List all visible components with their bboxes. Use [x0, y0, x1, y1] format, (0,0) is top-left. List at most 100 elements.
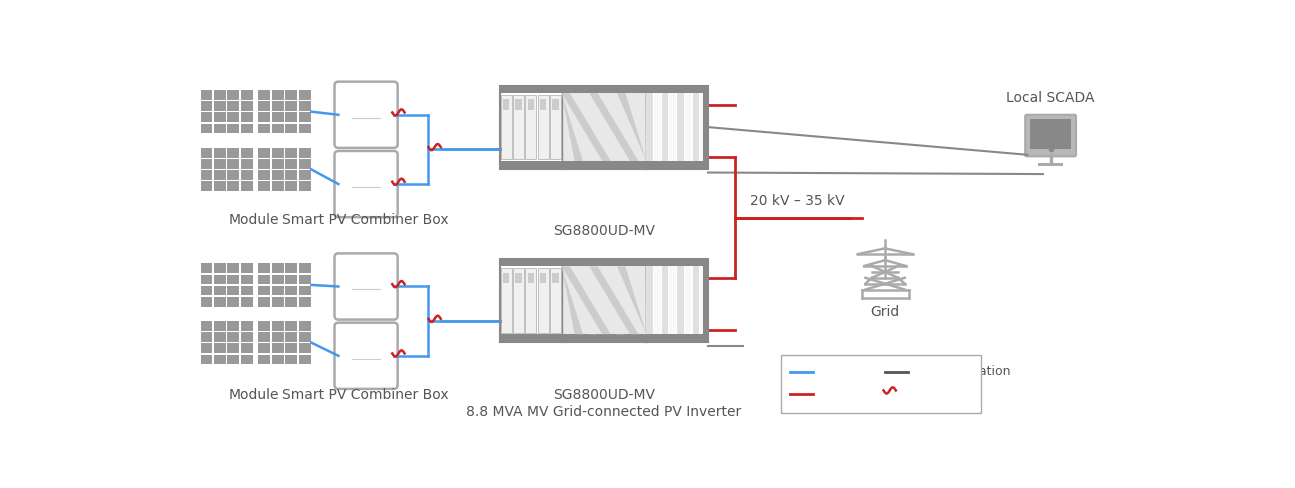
- Bar: [241, 182, 253, 191]
- Bar: [550, 268, 561, 333]
- Bar: [550, 95, 561, 160]
- Polygon shape: [645, 266, 646, 334]
- Bar: [258, 102, 271, 111]
- Bar: [258, 297, 271, 306]
- Bar: [703, 85, 708, 169]
- Bar: [553, 100, 558, 110]
- Bar: [285, 355, 297, 364]
- Polygon shape: [603, 93, 646, 161]
- Bar: [299, 285, 311, 295]
- Bar: [241, 159, 253, 169]
- Bar: [228, 297, 240, 306]
- Bar: [258, 321, 271, 331]
- Polygon shape: [562, 266, 583, 334]
- Bar: [285, 170, 297, 180]
- Bar: [299, 321, 311, 331]
- Bar: [1030, 120, 1071, 149]
- Bar: [500, 93, 562, 161]
- Bar: [299, 264, 311, 273]
- Bar: [500, 266, 562, 334]
- Bar: [258, 159, 271, 169]
- Bar: [258, 264, 271, 273]
- Bar: [272, 182, 284, 191]
- Bar: [685, 93, 692, 161]
- Bar: [537, 95, 549, 160]
- Bar: [285, 112, 297, 122]
- Bar: [299, 344, 311, 353]
- Bar: [500, 334, 708, 342]
- Bar: [241, 264, 253, 273]
- Text: AC: AC: [817, 387, 834, 400]
- Bar: [299, 332, 311, 342]
- Bar: [685, 266, 692, 334]
- Bar: [500, 85, 708, 169]
- Bar: [701, 93, 707, 161]
- Bar: [201, 297, 212, 306]
- Bar: [258, 112, 271, 122]
- Polygon shape: [562, 266, 611, 334]
- Bar: [285, 275, 297, 284]
- Bar: [201, 102, 212, 111]
- Bar: [214, 355, 225, 364]
- Bar: [214, 297, 225, 306]
- Bar: [201, 159, 212, 169]
- Bar: [299, 275, 311, 284]
- Bar: [500, 259, 708, 342]
- Bar: [214, 332, 225, 342]
- Bar: [258, 355, 271, 364]
- Bar: [201, 148, 212, 158]
- Bar: [214, 264, 225, 273]
- Bar: [201, 355, 212, 364]
- Bar: [285, 123, 297, 133]
- Bar: [228, 123, 240, 133]
- Polygon shape: [562, 93, 597, 161]
- Bar: [214, 102, 225, 111]
- Bar: [285, 332, 297, 342]
- Bar: [654, 266, 660, 334]
- Bar: [526, 95, 536, 160]
- Bar: [228, 112, 240, 122]
- Bar: [258, 344, 271, 353]
- Bar: [693, 266, 699, 334]
- Polygon shape: [562, 93, 611, 161]
- Bar: [654, 93, 660, 161]
- Text: Module: Module: [228, 388, 278, 402]
- Bar: [299, 102, 311, 111]
- Polygon shape: [575, 266, 624, 334]
- Bar: [299, 123, 311, 133]
- Bar: [299, 297, 311, 306]
- Bar: [515, 100, 522, 110]
- FancyBboxPatch shape: [334, 81, 398, 148]
- Text: 20 kV – 35 kV: 20 kV – 35 kV: [750, 194, 844, 208]
- Bar: [693, 93, 699, 161]
- Bar: [500, 161, 708, 169]
- Bar: [201, 275, 212, 284]
- Bar: [272, 102, 284, 111]
- Bar: [214, 285, 225, 295]
- Bar: [214, 148, 225, 158]
- Text: Smart PV Combiner Box: Smart PV Combiner Box: [282, 388, 448, 402]
- Text: Module: Module: [228, 213, 278, 226]
- Bar: [241, 123, 253, 133]
- Bar: [285, 285, 297, 295]
- Text: SG8800UD-MV: SG8800UD-MV: [553, 224, 655, 238]
- Bar: [201, 285, 212, 295]
- Text: 8.8 MVA MV Grid-connected PV Inverter: 8.8 MVA MV Grid-connected PV Inverter: [466, 405, 742, 419]
- Polygon shape: [562, 266, 597, 334]
- Bar: [553, 273, 558, 284]
- Bar: [258, 332, 271, 342]
- Bar: [504, 100, 509, 110]
- Bar: [504, 273, 509, 284]
- Bar: [272, 148, 284, 158]
- Bar: [781, 355, 982, 413]
- Bar: [662, 266, 668, 334]
- Bar: [528, 100, 534, 110]
- Bar: [500, 85, 708, 169]
- Bar: [214, 275, 225, 284]
- Bar: [299, 159, 311, 169]
- Bar: [272, 112, 284, 122]
- Bar: [201, 123, 212, 133]
- Bar: [500, 259, 708, 342]
- Bar: [241, 102, 253, 111]
- Polygon shape: [618, 93, 646, 161]
